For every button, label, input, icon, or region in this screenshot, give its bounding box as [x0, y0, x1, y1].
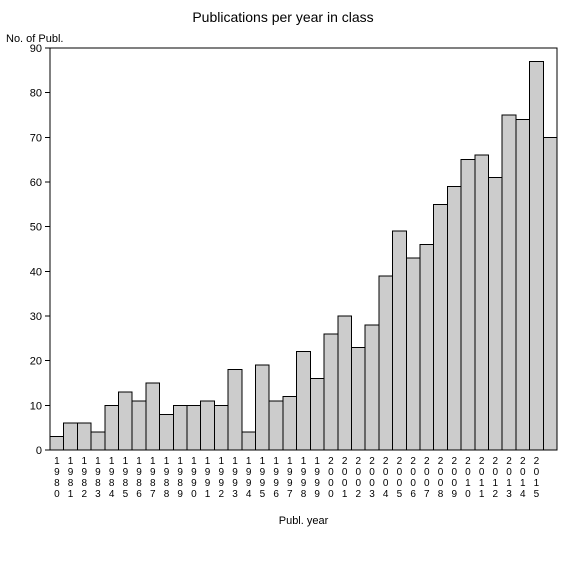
bar	[475, 155, 489, 450]
x-tick-label: 2004	[383, 456, 389, 500]
bar	[502, 115, 516, 450]
bar	[187, 405, 201, 450]
bar	[160, 414, 174, 450]
x-tick-label: 2012	[493, 456, 499, 500]
x-tick-label: 1991	[205, 456, 211, 500]
bar	[351, 347, 365, 450]
bar	[201, 401, 215, 450]
chart-title: Publications per year in class	[192, 9, 373, 25]
bar	[434, 204, 448, 450]
bar	[461, 160, 475, 450]
bar	[297, 352, 311, 450]
bar	[256, 365, 270, 450]
bar	[228, 370, 242, 450]
bar	[146, 383, 160, 450]
x-tick-label: 2000	[328, 456, 334, 500]
x-tick-label: 1984	[109, 456, 115, 500]
publications-chart: Publications per year in classNo. of Pub…	[0, 0, 567, 567]
bar	[50, 437, 64, 450]
y-tick-label: 40	[30, 266, 42, 278]
bar	[393, 231, 407, 450]
bar	[530, 61, 544, 450]
y-tick-label: 90	[30, 43, 42, 55]
y-tick-label: 20	[30, 356, 42, 368]
bar	[269, 401, 283, 450]
x-tick-label: 1980	[54, 456, 60, 500]
bar	[173, 405, 187, 450]
x-tick-label: 1999	[314, 456, 320, 500]
x-tick-label: 1983	[95, 456, 101, 500]
x-tick-label: 2005	[397, 456, 403, 500]
x-tick-label: 1986	[136, 456, 142, 500]
bar	[365, 325, 379, 450]
x-tick-label: 1996	[273, 456, 279, 500]
x-tick-label: 1990	[191, 456, 197, 500]
x-tick-label: 2001	[342, 456, 348, 500]
x-tick-label: 1989	[177, 456, 183, 500]
bar	[283, 396, 297, 450]
y-tick-label: 10	[30, 400, 42, 412]
x-tick-label: 2008	[438, 456, 444, 500]
x-tick-label: 1987	[150, 456, 156, 500]
bar	[91, 432, 105, 450]
bar	[242, 432, 256, 450]
bar	[379, 276, 393, 450]
x-tick-label: 2010	[465, 456, 471, 500]
x-tick-label: 2011	[479, 456, 485, 500]
bar	[64, 423, 78, 450]
bar	[406, 258, 420, 450]
x-tick-label: 1997	[287, 456, 293, 500]
bar	[447, 186, 461, 450]
bar	[324, 334, 338, 450]
x-tick-label: 2014	[520, 456, 526, 500]
y-tick-label: 80	[30, 88, 42, 100]
bar	[77, 423, 91, 450]
x-tick-label: 2015	[534, 456, 540, 500]
x-tick-label: 1993	[232, 456, 238, 500]
bar	[338, 316, 352, 450]
bar	[516, 119, 530, 450]
bar	[543, 137, 557, 450]
x-tick-label: 2013	[506, 456, 512, 500]
x-axis-label: Publ. year	[279, 515, 329, 527]
x-tick-label: 1992	[219, 456, 225, 500]
x-tick-label: 1985	[123, 456, 129, 500]
x-tick-label: 1995	[260, 456, 266, 500]
x-tick-label: 1981	[68, 456, 74, 500]
bar	[105, 405, 119, 450]
x-tick-label: 1994	[246, 456, 252, 500]
y-tick-label: 0	[36, 445, 42, 457]
x-tick-label: 2009	[451, 456, 457, 500]
bar	[119, 392, 133, 450]
x-tick-label: 1982	[81, 456, 87, 500]
bar	[420, 245, 434, 450]
y-tick-label: 30	[30, 311, 42, 323]
x-tick-label: 2007	[424, 456, 430, 500]
bar	[132, 401, 146, 450]
bar	[310, 379, 324, 450]
y-tick-label: 50	[30, 222, 42, 234]
x-tick-label: 1988	[164, 456, 170, 500]
x-tick-label: 2003	[369, 456, 375, 500]
bar	[214, 405, 228, 450]
y-tick-label: 70	[30, 132, 42, 144]
bar	[488, 178, 502, 450]
x-tick-label: 1998	[301, 456, 307, 500]
x-tick-label: 2002	[356, 456, 362, 500]
y-tick-label: 60	[30, 177, 42, 189]
x-tick-label: 2006	[410, 456, 416, 500]
